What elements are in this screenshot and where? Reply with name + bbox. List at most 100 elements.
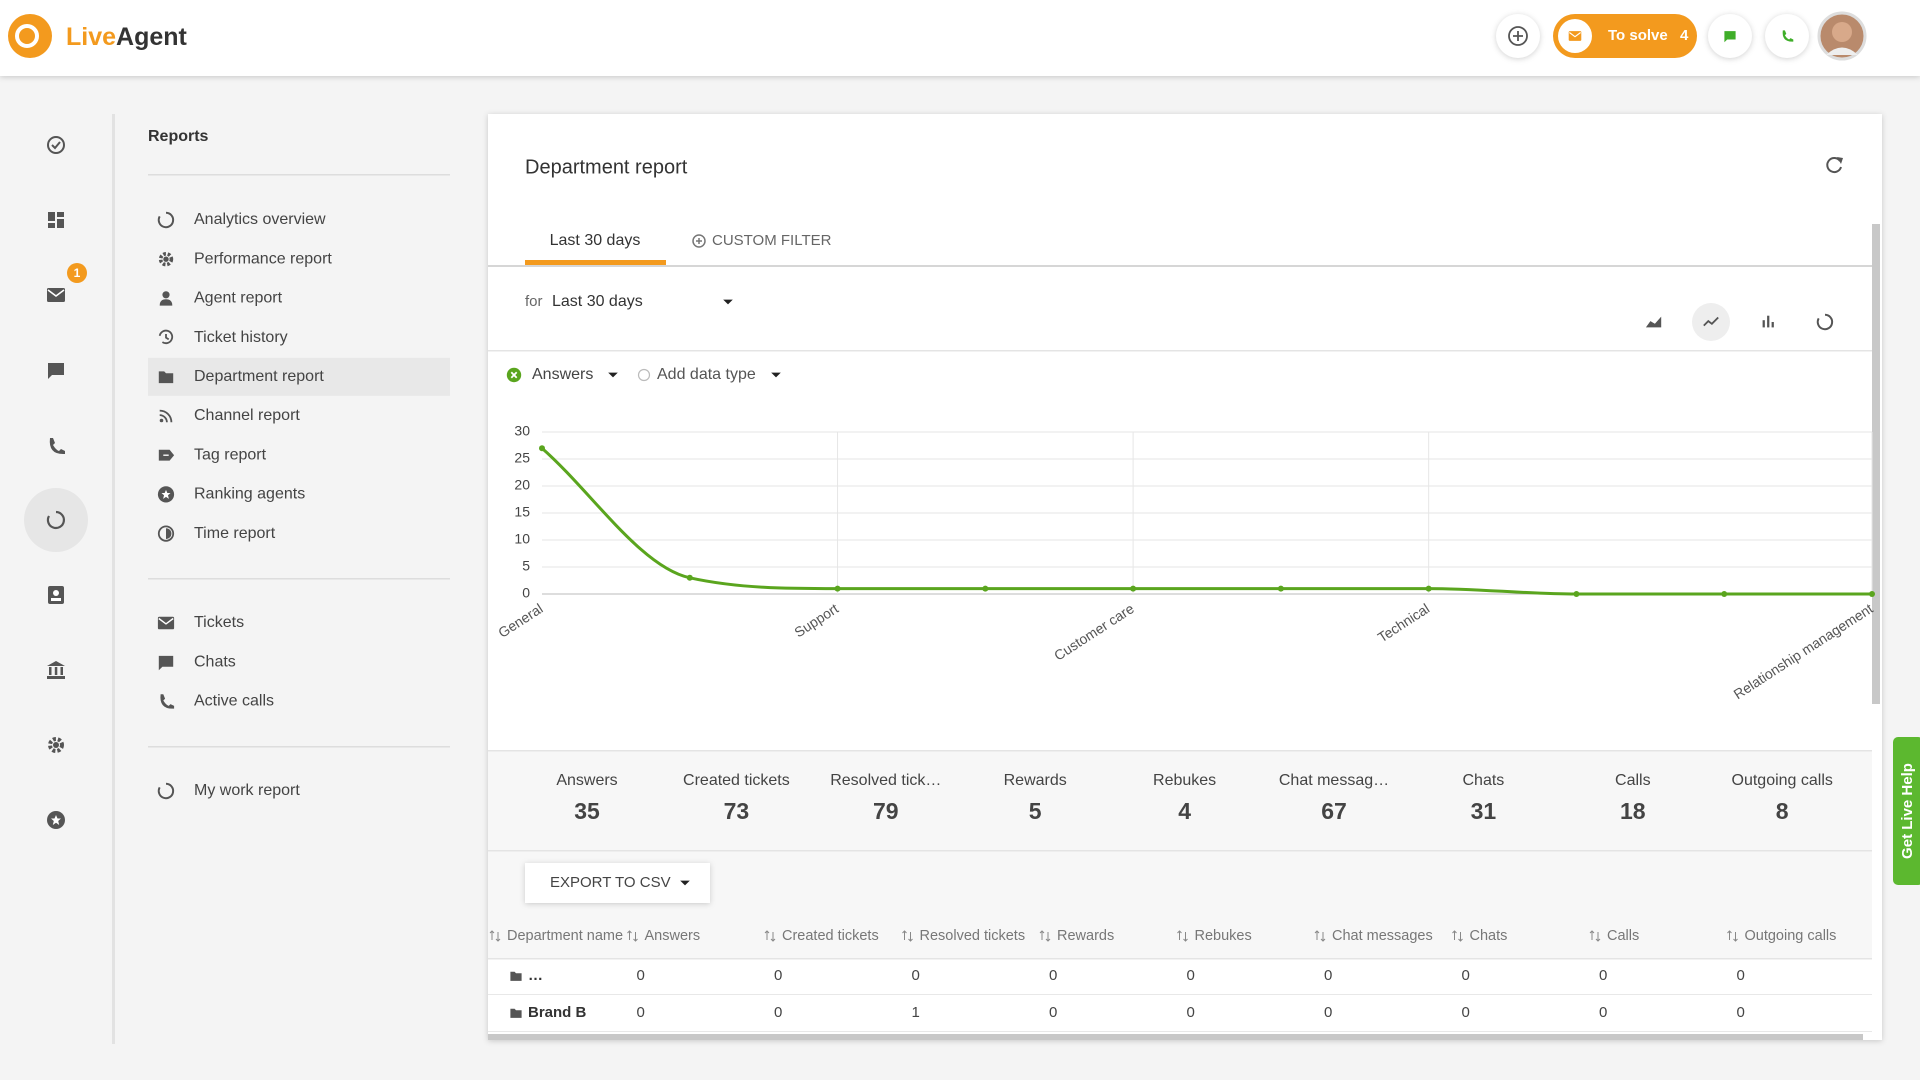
column-header[interactable]: Calls <box>1607 928 1639 944</box>
icon-part <box>158 371 174 384</box>
column-header[interactable]: Chats <box>1470 928 1508 944</box>
column-header[interactable]: Department name <box>507 928 623 944</box>
add-data-type[interactable]: Add data type <box>657 366 756 383</box>
menu-item[interactable]: Chats <box>194 653 236 670</box>
menu-item[interactable]: Channel report <box>194 407 300 424</box>
table-cell: 1 <box>912 1004 920 1021</box>
icon[interactable] <box>1645 316 1662 328</box>
icon[interactable] <box>1727 930 1738 942</box>
brand-part: Live <box>66 23 116 51</box>
series-line <box>541 447 1872 596</box>
tab[interactable]: Last 30 days <box>550 232 641 249</box>
live-help-tab[interactable] <box>1893 737 1920 885</box>
column-header[interactable]: Rewards <box>1057 928 1114 944</box>
rail-badge <box>67 263 87 283</box>
icon[interactable] <box>1816 313 1834 331</box>
menu-item[interactable]: Ticket history <box>194 329 288 346</box>
legend-entry[interactable]: Answers <box>532 366 593 383</box>
menu-item[interactable]: Performance report <box>194 250 332 267</box>
icon[interactable] <box>1039 930 1051 942</box>
icon[interactable] <box>47 136 65 154</box>
column-header[interactable]: Answers <box>645 928 701 944</box>
icon <box>680 880 690 886</box>
export-label[interactable]: EXPORT TO CSV <box>550 874 671 891</box>
data-point <box>1425 585 1432 592</box>
tab[interactable]: CUSTOM FILTER <box>712 232 832 249</box>
summary-value: 18 <box>1620 798 1646 824</box>
menu-item[interactable]: Agent report <box>194 290 283 307</box>
icon[interactable] <box>1177 930 1188 942</box>
icon[interactable] <box>489 930 501 942</box>
icon[interactable] <box>1762 315 1774 328</box>
column-header[interactable]: Resolved tickets <box>920 928 1026 944</box>
menu-item[interactable]: Tickets <box>194 614 244 631</box>
to-solve-label[interactable]: To solve <box>1608 27 1668 44</box>
chart-rule <box>488 350 1872 352</box>
icon[interactable] <box>1703 316 1719 327</box>
summary-value: 8 <box>1776 798 1789 824</box>
icon[interactable] <box>506 367 522 383</box>
column-header[interactable]: Rebukes <box>1195 928 1252 944</box>
icon-part <box>1569 32 1581 38</box>
icon[interactable] <box>637 368 651 382</box>
brand[interactable]: LiveAgent <box>66 23 188 51</box>
menu-item[interactable]: Department report <box>194 368 324 385</box>
icon[interactable] <box>48 363 64 379</box>
icon <box>1724 31 1736 43</box>
menu-item[interactable]: Tag report <box>194 446 267 463</box>
period-select[interactable]: Last 30 days <box>552 293 643 310</box>
to-solve-count[interactable]: 4 <box>1680 27 1689 44</box>
icon[interactable] <box>47 661 65 679</box>
icon[interactable] <box>1314 930 1326 942</box>
summary-label: Chat messag… <box>1279 772 1389 789</box>
table-cell: … <box>528 967 543 984</box>
icon-part <box>54 667 58 675</box>
icon-part <box>157 211 175 229</box>
icon[interactable] <box>608 372 618 378</box>
report-title: Department report <box>525 156 688 178</box>
logo-mark[interactable] <box>8 14 52 58</box>
icon[interactable] <box>771 372 781 378</box>
icon <box>1568 31 1582 41</box>
icon[interactable] <box>723 299 733 305</box>
icon[interactable] <box>1589 930 1601 942</box>
icon-part <box>160 694 175 709</box>
export-button[interactable] <box>525 863 710 903</box>
icon[interactable] <box>627 930 638 942</box>
menu-item[interactable]: Ranking agents <box>194 486 305 503</box>
icon-part <box>1771 322 1774 328</box>
icon-part <box>1837 157 1843 164</box>
column-header[interactable]: Chat messages <box>1332 928 1433 944</box>
y-tick-label: 15 <box>514 504 530 520</box>
icon-part <box>1177 930 1188 942</box>
icon[interactable] <box>49 438 65 455</box>
call-button[interactable] <box>1765 14 1809 58</box>
menu-item[interactable]: Active calls <box>194 693 274 710</box>
live-help-label[interactable]: Get Live Help <box>1899 763 1916 859</box>
icon[interactable] <box>46 510 65 530</box>
icon[interactable] <box>47 288 65 302</box>
icon-part <box>159 409 173 423</box>
column-header[interactable]: Created tickets <box>782 928 879 944</box>
icon <box>510 971 522 981</box>
icon[interactable] <box>48 737 64 753</box>
data-point <box>1130 585 1137 592</box>
icon[interactable] <box>48 212 64 228</box>
icon[interactable] <box>1452 930 1463 942</box>
icon[interactable] <box>48 586 64 604</box>
icon[interactable] <box>1826 157 1843 174</box>
column-header[interactable]: Outgoing calls <box>1745 928 1837 944</box>
table-cell: 0 <box>912 967 920 984</box>
menu-item[interactable]: Time report <box>194 525 276 542</box>
table-cell: 0 <box>1599 1004 1607 1021</box>
menu-item[interactable]: Analytics overview <box>194 211 326 228</box>
icon-part <box>692 234 706 248</box>
menu-item[interactable]: My work report <box>194 782 300 799</box>
sidebar-rule <box>148 174 450 176</box>
to-solve-button[interactable] <box>1553 14 1697 58</box>
summary-label: Chats <box>1463 772 1505 789</box>
icon[interactable] <box>902 930 913 942</box>
icon[interactable] <box>47 811 65 829</box>
icon[interactable] <box>764 930 776 942</box>
icon-part <box>1727 930 1738 942</box>
